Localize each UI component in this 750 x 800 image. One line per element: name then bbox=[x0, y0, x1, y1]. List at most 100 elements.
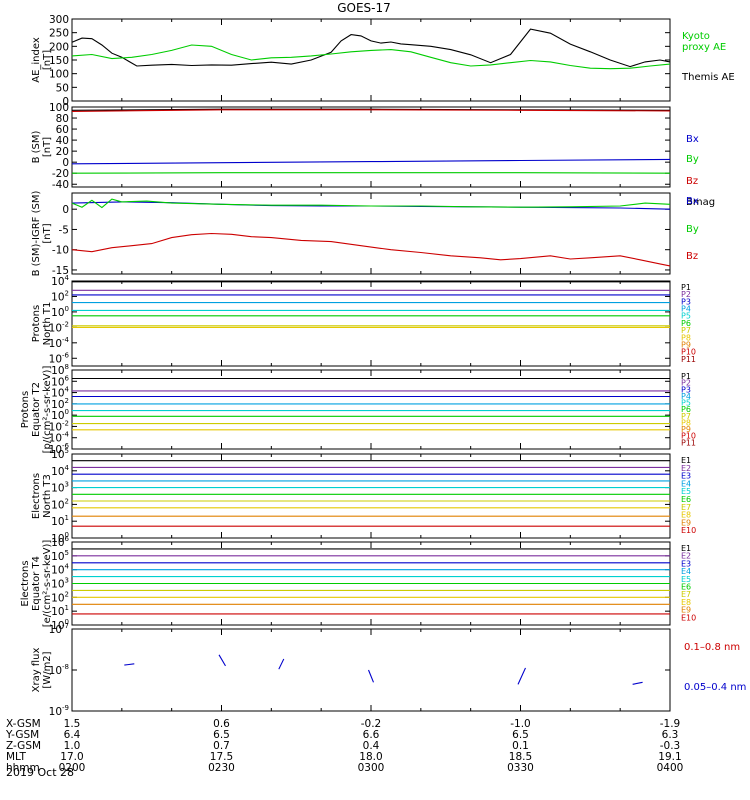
xray-segment bbox=[517, 667, 526, 685]
legend-entry: P2 bbox=[681, 290, 691, 299]
ephemeris-value: 17.5 bbox=[210, 751, 233, 763]
y-axis-label: [nT] bbox=[42, 50, 53, 70]
y-axis-label: [W/m2] bbox=[42, 651, 53, 688]
legend-entry: P4 bbox=[681, 392, 691, 401]
legend-entry: P9 bbox=[681, 425, 691, 434]
y-axis-label: [nT] bbox=[42, 223, 53, 243]
y-tick-label: 250 bbox=[49, 28, 69, 40]
ephemeris-label: Y-GSM bbox=[5, 729, 39, 741]
ephemeris-value: 18.0 bbox=[359, 751, 382, 763]
y-tick-label: 200 bbox=[49, 41, 69, 53]
y-axis-label: B (SM)-IGRF (SM) bbox=[31, 191, 42, 277]
y-tick-label: 50 bbox=[56, 82, 69, 94]
legend-entry: P3 bbox=[681, 385, 691, 394]
legend-entry: E7 bbox=[681, 503, 691, 512]
ephemeris-value: 6.5 bbox=[213, 729, 230, 741]
ephemeris-value: 6.3 bbox=[662, 729, 679, 741]
ephemeris-value: 18.5 bbox=[509, 751, 532, 763]
legend-entry: By bbox=[686, 224, 699, 235]
xray-segment bbox=[124, 663, 135, 666]
y-tick-label: 40 bbox=[56, 135, 69, 147]
xray-segment bbox=[278, 658, 285, 670]
ephemeris-value: 0230 bbox=[208, 762, 235, 774]
legend-entry: P6 bbox=[681, 405, 691, 414]
y-tick-label: 105 bbox=[51, 549, 69, 563]
ephemeris-value: 1.0 bbox=[64, 740, 81, 752]
legend-entry: P2 bbox=[681, 379, 691, 388]
ephemeris-label: hhmm bbox=[6, 762, 40, 774]
legend-entry: Kyoto bbox=[682, 31, 710, 42]
ephemeris-value: -0.3 bbox=[660, 740, 681, 752]
panel-frame bbox=[71, 453, 671, 539]
y-axis-label: Protons bbox=[20, 391, 31, 428]
legend-entry: E8 bbox=[681, 511, 691, 520]
legend-entry: P6 bbox=[681, 319, 691, 328]
series-line bbox=[71, 158, 671, 165]
legend-entry: P8 bbox=[681, 333, 691, 342]
y-tick-label: 100 bbox=[49, 69, 69, 81]
legend-entry: Bz bbox=[686, 176, 698, 187]
legend-entry: P4 bbox=[681, 305, 691, 314]
legend-entry: Bx bbox=[686, 196, 699, 207]
legend-entry: P8 bbox=[681, 418, 691, 427]
xray-segment bbox=[218, 654, 226, 667]
y-axis-label: Equator T2 bbox=[31, 382, 42, 437]
y-tick-label: 104 bbox=[51, 274, 69, 288]
ephemeris-value: 19.1 bbox=[658, 751, 681, 763]
ephemeris-value: 0.1 bbox=[512, 740, 529, 752]
legend-entry: E7 bbox=[681, 590, 691, 599]
series-line bbox=[71, 172, 671, 174]
y-tick-label: 100 bbox=[49, 102, 69, 114]
ephemeris-value: -1.0 bbox=[510, 718, 531, 730]
legend-entry: P11 bbox=[681, 355, 696, 364]
legend-entry: E2 bbox=[681, 464, 691, 473]
xray-segment bbox=[367, 669, 375, 683]
ephemeris-value: 6.5 bbox=[512, 729, 529, 741]
legend-entry: E4 bbox=[681, 479, 691, 488]
y-tick-label: 101 bbox=[51, 514, 69, 528]
ephemeris-value: 1.5 bbox=[64, 718, 81, 730]
panel-frame bbox=[71, 106, 671, 188]
legend-entry: P7 bbox=[681, 412, 691, 421]
ephemeris-value: 0.6 bbox=[213, 718, 230, 730]
legend-entry: Bz bbox=[686, 251, 698, 262]
legend-entry: E1 bbox=[681, 456, 691, 465]
series-line bbox=[71, 44, 671, 70]
legend-entry: E10 bbox=[681, 526, 696, 535]
panel-frame bbox=[71, 18, 671, 102]
panel-frame bbox=[71, 628, 671, 712]
y-tick-label: 10-9 bbox=[49, 704, 69, 718]
legend-entry: E2 bbox=[681, 552, 691, 561]
y-tick-label: 10-7 bbox=[49, 622, 69, 636]
y-axis-label: North T3 bbox=[42, 474, 53, 518]
y-axis-label: [e/(cm²-s-sr-keV)] bbox=[42, 540, 53, 628]
y-axis-label: B (SM) bbox=[31, 130, 42, 163]
legend-entry: By bbox=[686, 154, 699, 165]
y-tick-label: 102 bbox=[51, 590, 69, 604]
y-tick-label: 103 bbox=[51, 481, 69, 495]
y-tick-label: -40 bbox=[52, 179, 69, 191]
legend-entry: E6 bbox=[681, 583, 691, 592]
legend-entry: 0.1–0.8 nm bbox=[684, 642, 740, 653]
legend-entry: E3 bbox=[681, 472, 691, 481]
y-tick-label: 106 bbox=[51, 535, 69, 549]
y-tick-label: 102 bbox=[51, 497, 69, 511]
ephemeris-value: 17.0 bbox=[60, 751, 83, 763]
legend-entry: E4 bbox=[681, 567, 691, 576]
y-tick-label: -5 bbox=[59, 224, 69, 236]
series-line bbox=[71, 109, 671, 112]
y-tick-label: 20 bbox=[56, 146, 69, 158]
ephemeris-value: 0.4 bbox=[363, 740, 380, 752]
series-line bbox=[71, 28, 671, 68]
y-tick-label: 150 bbox=[49, 55, 69, 67]
series-line bbox=[71, 198, 671, 209]
legend-b: Bx By Bz Bmag bbox=[686, 134, 715, 208]
chart-title: GOES-17 bbox=[337, 1, 391, 15]
